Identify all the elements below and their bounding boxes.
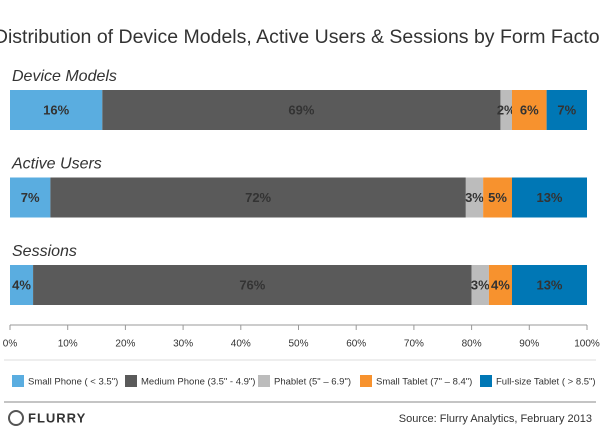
value-label: 76% <box>239 277 265 292</box>
value-label: 7% <box>21 190 40 205</box>
x-tick-label: 100% <box>574 339 600 350</box>
bar-segment <box>33 265 472 305</box>
value-label: 16% <box>43 102 69 117</box>
legend-swatch <box>360 375 372 387</box>
category-label: Sessions <box>12 243 77 260</box>
x-tick-label: 10% <box>58 339 78 350</box>
bar-segment <box>511 265 587 305</box>
legend-swatch <box>258 375 270 387</box>
bar-segment <box>471 265 489 305</box>
legend-swatch <box>125 375 137 387</box>
logo: FLURRY <box>28 410 86 425</box>
legend-swatch <box>12 375 24 387</box>
value-label: 13% <box>536 277 562 292</box>
bar-segment <box>500 90 512 130</box>
legend-swatch <box>480 375 492 387</box>
bar-segment <box>10 90 103 130</box>
value-label: 2% <box>497 102 516 117</box>
value-label: 3% <box>465 190 484 205</box>
x-tick-label: 30% <box>173 339 193 350</box>
value-label: 72% <box>245 190 271 205</box>
x-tick-label: 20% <box>115 339 135 350</box>
legend-label: Phablet (5" – 6.9") <box>274 377 351 388</box>
bar-segment <box>488 265 512 305</box>
x-tick-label: 90% <box>519 339 539 350</box>
value-label: 6% <box>520 102 539 117</box>
bar-segment <box>483 177 512 218</box>
x-tick-label: 70% <box>404 339 424 350</box>
legend-label: Small Phone ( < 3.5") <box>28 377 118 388</box>
value-label: 4% <box>491 277 510 292</box>
x-tick-label: 0% <box>3 339 18 350</box>
x-tick-label: 50% <box>288 339 308 350</box>
value-label: 3% <box>471 277 490 292</box>
category-label: Active Users <box>11 156 102 173</box>
bar-segment <box>511 90 547 130</box>
category-label: Device Models <box>12 68 117 85</box>
bar-segment <box>10 177 51 218</box>
chart-title: Distribution of Device Models, Active Us… <box>0 26 600 48</box>
bar-segment <box>10 265 34 305</box>
legend-label: Full-size Tablet ( > 8.5") <box>496 377 596 388</box>
x-tick-label: 80% <box>462 339 482 350</box>
bar-segment <box>546 90 587 130</box>
value-label: 69% <box>288 102 314 117</box>
legend-label: Medium Phone (3.5" - 4.9") <box>141 377 255 388</box>
value-label: 7% <box>557 102 576 117</box>
bar-segment <box>511 177 587 218</box>
bar-segment <box>50 177 466 218</box>
x-tick-label: 40% <box>231 339 251 350</box>
x-tick-label: 60% <box>346 339 366 350</box>
source: Source: Flurry Analytics, February 2013 <box>399 413 592 425</box>
value-label: 5% <box>488 190 507 205</box>
bar-segment <box>465 177 484 218</box>
logo-icon <box>8 410 24 426</box>
bar-segment <box>102 90 501 130</box>
value-label: 4% <box>12 277 31 292</box>
value-label: 13% <box>536 190 562 205</box>
legend-label: Small Tablet (7" – 8.4") <box>376 377 472 388</box>
